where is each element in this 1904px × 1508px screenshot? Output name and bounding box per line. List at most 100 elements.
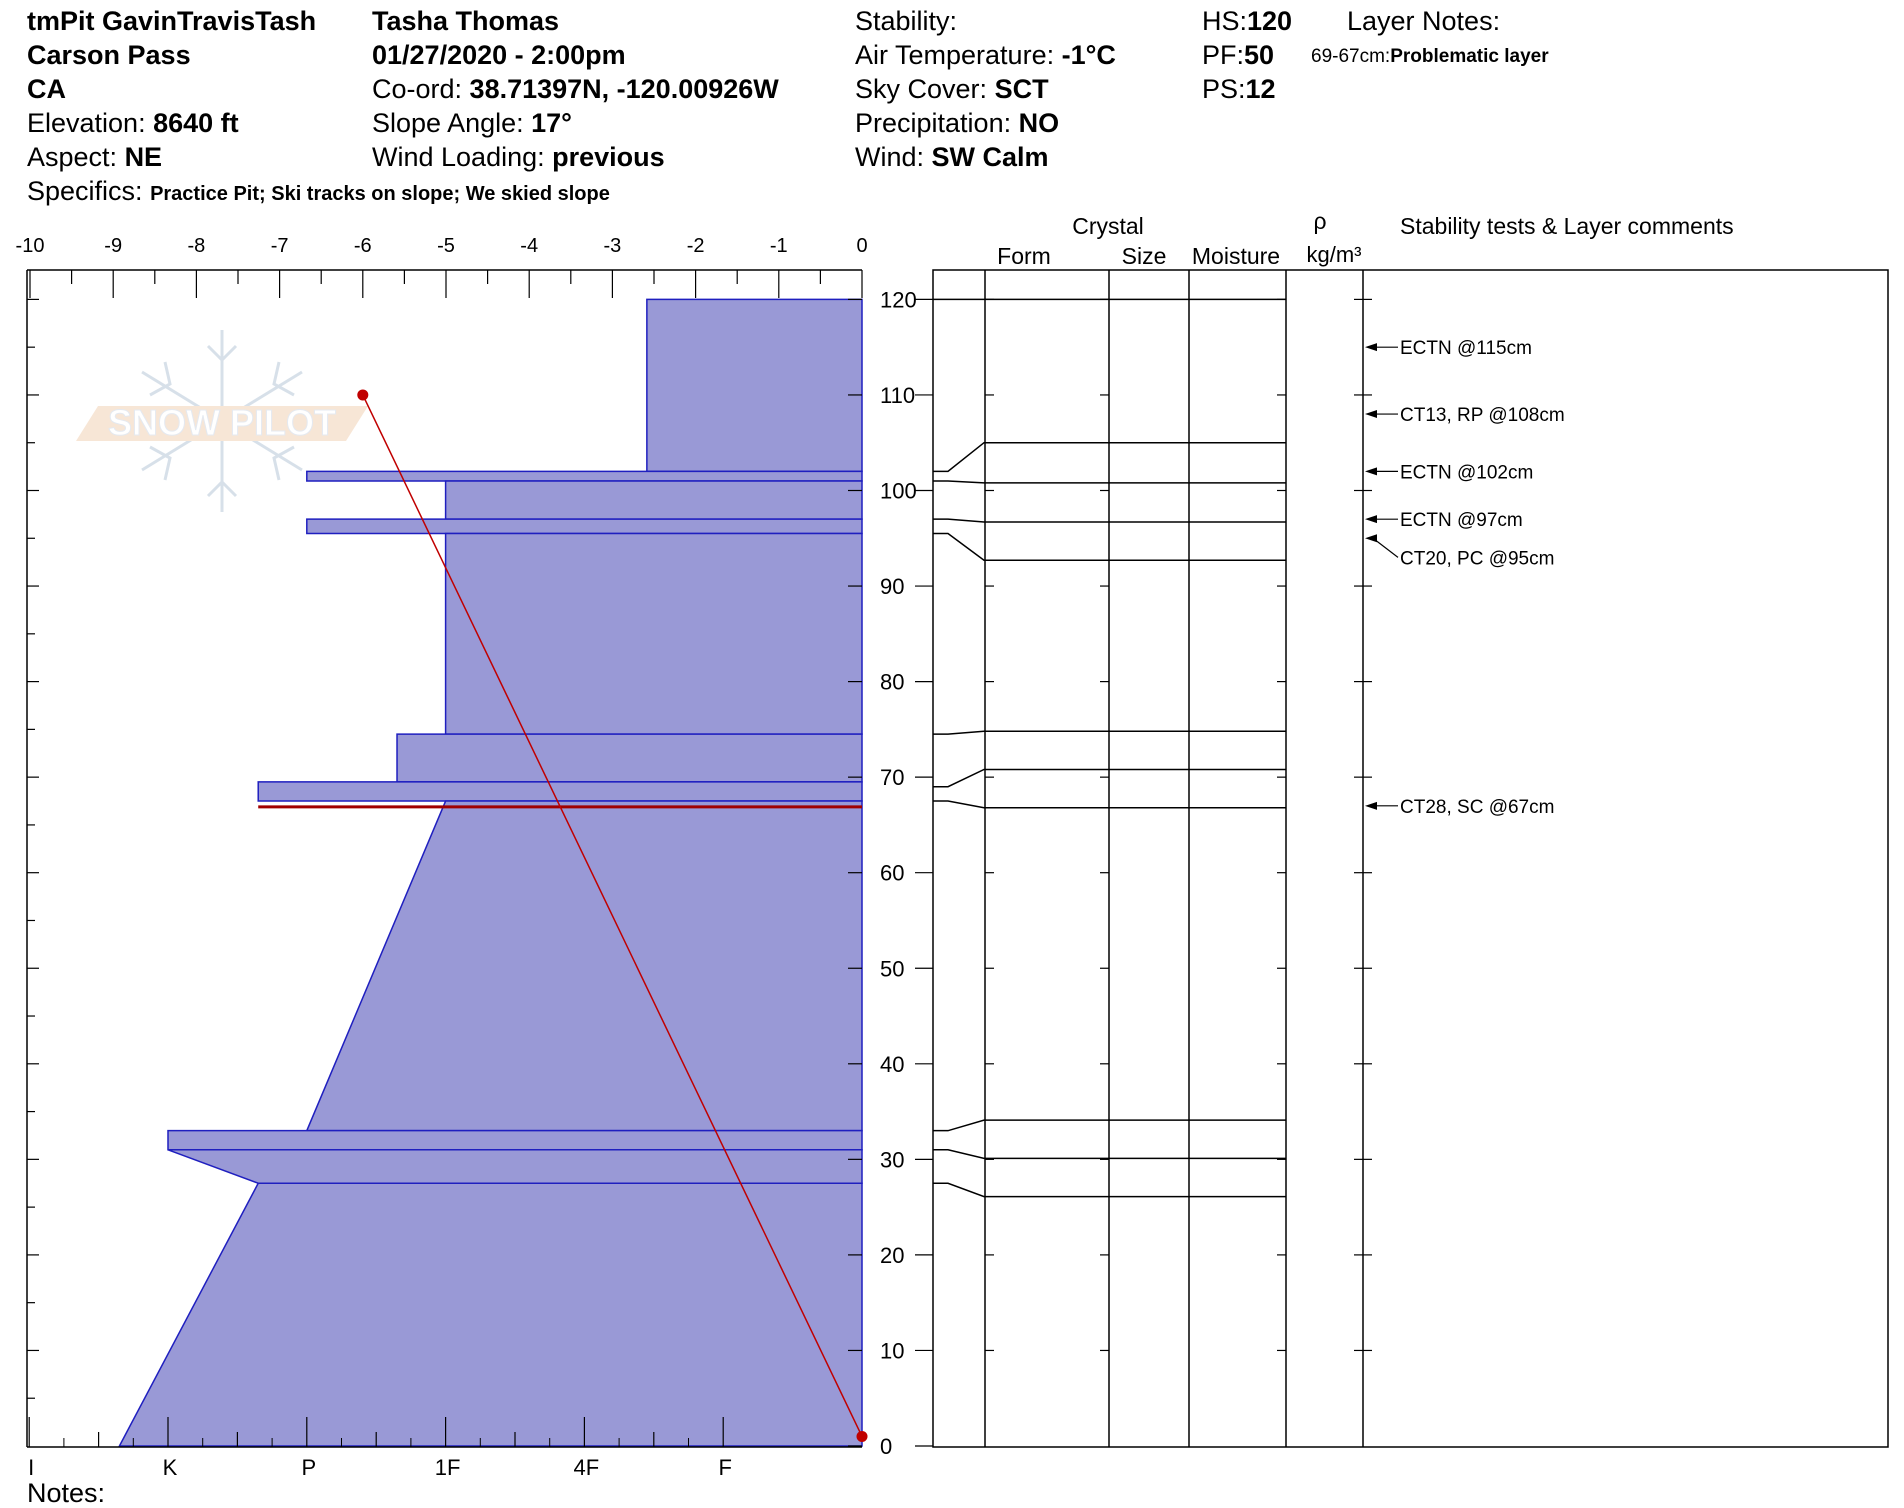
wind-value: SW Calm bbox=[931, 142, 1049, 172]
hardness-layer-3 bbox=[306, 518, 863, 535]
layer-notes-label: Layer Notes: bbox=[1347, 6, 1501, 36]
left-axes: -10 -9 -8 -7 -6 -5 -4 -3 -2 -1 0I K P 1F 4F F bbox=[16, 235, 868, 1480]
hardness-layer-6 bbox=[257, 781, 863, 802]
stability-label-3: ECTN @97cm bbox=[1400, 510, 1523, 531]
table-frame bbox=[932, 269, 1889, 1448]
notes-label: Notes: bbox=[27, 1478, 105, 1508]
hardness-label-4: 4F bbox=[574, 1455, 600, 1480]
layer-boundary-1 bbox=[933, 480, 1286, 484]
stability-arrow-4 bbox=[1365, 534, 1377, 543]
layer-boundary-2 bbox=[933, 518, 1286, 523]
stability-label-2: ECTN @102cm bbox=[1400, 462, 1533, 483]
temp-tick-label--6: -6 bbox=[354, 235, 372, 257]
hardness-layer-9 bbox=[167, 1149, 863, 1184]
ps-label: PS: bbox=[1202, 74, 1246, 104]
specifics-value: Practice Pit; Ski tracks on slope; We sk… bbox=[150, 183, 610, 205]
stability-arrow-2 bbox=[1365, 467, 1377, 476]
wind-loading-label: Wind Loading: bbox=[372, 142, 545, 172]
header-col1: tmPit GavinTravisTash Carson Pass CA Ele… bbox=[27, 4, 610, 211]
stability-arrow-0 bbox=[1365, 343, 1377, 352]
aspect-value: NE bbox=[124, 142, 163, 172]
header-size: Size bbox=[1122, 243, 1167, 269]
ps-value: 12 bbox=[1245, 74, 1276, 104]
height-label-110: 110 bbox=[880, 383, 915, 408]
height-label-90: 90 bbox=[880, 574, 904, 599]
layer-boundary-3 bbox=[933, 532, 1286, 562]
temp-tick-label--2: -2 bbox=[687, 235, 705, 257]
height-label-70: 70 bbox=[880, 765, 904, 790]
temperature-line bbox=[362, 394, 863, 1437]
layer-note-range: 69-67cm: bbox=[1311, 46, 1391, 67]
specifics-label: Specifics: bbox=[27, 176, 143, 206]
sky-value: SCT bbox=[994, 74, 1049, 104]
sky-label: Sky Cover: bbox=[855, 74, 988, 104]
temperature-point-1 bbox=[856, 1430, 868, 1442]
coord-label: Co-ord: bbox=[372, 74, 463, 104]
temp-tick-label--4: -4 bbox=[520, 235, 538, 257]
stability-leader-4 bbox=[1372, 537, 1399, 558]
header-col4: HS:120 PF:50 PS:12 bbox=[1202, 4, 1292, 106]
height-label-0: 0 bbox=[880, 1434, 892, 1459]
observer: Tasha Thomas bbox=[372, 6, 560, 36]
temp-tick-label--8: -8 bbox=[188, 235, 206, 257]
coord-value: 38.71397N, -120.00926W bbox=[469, 74, 779, 104]
layer-note-entry: 69-67cm:Problematic layer bbox=[1311, 46, 1549, 68]
stability-label-0: ECTN @115cm bbox=[1400, 338, 1532, 359]
hardness-layer-5 bbox=[396, 733, 863, 783]
stability-tests: ECTN @115cm CT13, RP @108cm ECTN @102cm ECT… bbox=[1365, 338, 1565, 818]
layer-boundary-9 bbox=[933, 1182, 1286, 1198]
elevation-value: 8640 ft bbox=[153, 108, 239, 138]
temperature-profile bbox=[357, 389, 868, 1442]
stability-label-5: CT28, SC @67cm bbox=[1400, 797, 1554, 818]
stability-label: Stability: bbox=[855, 6, 958, 36]
hardness-label-1: K bbox=[163, 1455, 178, 1480]
temp-tick-label--3: -3 bbox=[604, 235, 622, 257]
height-label-20: 20 bbox=[880, 1243, 904, 1268]
stability-arrow-3 bbox=[1365, 515, 1377, 524]
snow-pilot-watermark: SNOW PILOT bbox=[76, 330, 368, 512]
slope-value: 17° bbox=[531, 108, 572, 138]
height-label-120: 120 bbox=[880, 287, 917, 312]
height-label-10: 10 bbox=[880, 1338, 904, 1363]
layer-boundary-0 bbox=[933, 441, 1286, 473]
layer-boundary-7 bbox=[933, 1119, 1286, 1132]
height-label-50: 50 bbox=[880, 956, 904, 981]
hardness-layer-4 bbox=[444, 532, 863, 735]
stability-label-1: CT13, RP @108cm bbox=[1400, 405, 1565, 426]
temp-tick-label--7: -7 bbox=[271, 235, 289, 257]
hardness-label-0: I bbox=[28, 1455, 34, 1480]
pf-label: PF: bbox=[1202, 40, 1245, 70]
stability-arrow-5 bbox=[1365, 801, 1377, 810]
hs-value: 120 bbox=[1247, 6, 1293, 36]
watermark-text: SNOW PILOT bbox=[108, 402, 336, 443]
height-label-60: 60 bbox=[880, 861, 904, 886]
layer-table bbox=[932, 269, 1889, 1448]
layer-note-text: Problematic layer bbox=[1390, 46, 1549, 67]
height-label-80: 80 bbox=[880, 670, 904, 695]
elevation-label: Elevation: bbox=[27, 108, 146, 138]
hardness-layer-2 bbox=[444, 480, 863, 520]
pit-name: tmPit GavinTravisTash bbox=[27, 6, 317, 36]
hardness-layer-1 bbox=[306, 470, 863, 482]
hs-label: HS: bbox=[1202, 6, 1248, 36]
precip-label: Precipitation: bbox=[855, 108, 1012, 138]
header-moisture: Moisture bbox=[1192, 243, 1280, 269]
state: CA bbox=[27, 74, 66, 104]
temp-tick-label--5: -5 bbox=[437, 235, 455, 257]
temperature-point-0 bbox=[357, 389, 369, 401]
header-form: Form bbox=[997, 243, 1051, 269]
air-temp-value: -1°C bbox=[1061, 40, 1116, 70]
stability-label-4: CT20, PC @95cm bbox=[1400, 548, 1554, 569]
layer-boundary-5 bbox=[933, 768, 1286, 788]
stability-arrow-1 bbox=[1365, 410, 1377, 419]
height-label-30: 30 bbox=[880, 1147, 904, 1172]
hardness-label-2: P bbox=[301, 1455, 316, 1480]
temp-tick-label-0: 0 bbox=[856, 235, 867, 257]
hardness-layer-0 bbox=[646, 298, 863, 473]
header-col2: Tasha Thomas 01/27/2020 - 2:00pm Co-ord:… bbox=[372, 4, 779, 174]
hardness-profile bbox=[118, 298, 863, 1447]
precip-value: NO bbox=[1018, 108, 1060, 138]
air-temp-label: Air Temperature: bbox=[855, 40, 1055, 70]
wind-label: Wind: bbox=[855, 142, 925, 172]
